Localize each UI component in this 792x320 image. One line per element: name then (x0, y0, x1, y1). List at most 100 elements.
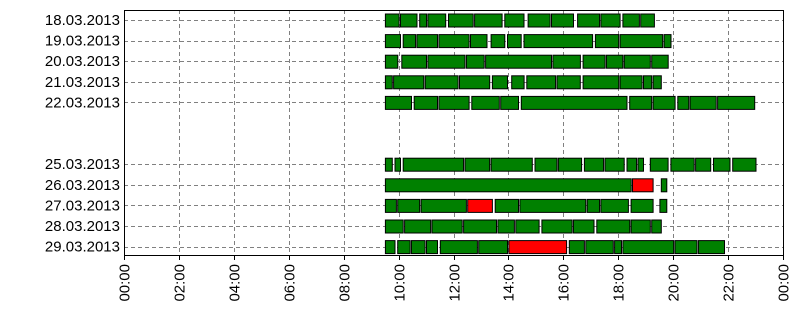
row-label: 28.03.2013 (45, 218, 120, 235)
activity-segment (594, 34, 620, 49)
row-label: 26.03.2013 (45, 177, 120, 194)
activity-segment (600, 13, 621, 28)
activity-segment (474, 13, 503, 28)
activity-segment (400, 13, 418, 28)
activity-segment (582, 75, 620, 90)
activity-segment (659, 198, 668, 213)
activity-segment (427, 54, 466, 69)
activity-segment (557, 157, 583, 172)
activity-segment (459, 75, 491, 90)
activity-segment (523, 34, 594, 49)
activity-segment (404, 219, 432, 234)
activity-segment (384, 157, 393, 172)
activity-segment (413, 95, 439, 110)
row-label: 18.03.2013 (45, 12, 120, 29)
activity-segment (526, 75, 557, 90)
activity-segment (577, 13, 601, 28)
activity-segment (439, 240, 478, 255)
activity-segment (397, 198, 421, 213)
x-tick-label: 02:00 (172, 264, 189, 302)
activity-segment (511, 75, 525, 90)
x-tick-label: 12:00 (447, 264, 464, 302)
row-label: 19.03.2013 (45, 33, 120, 50)
activity-segment (402, 34, 417, 49)
x-tick-label: 22:00 (721, 264, 738, 302)
activity-segment (420, 198, 467, 213)
activity-segment (384, 34, 401, 49)
activity-segment (465, 54, 485, 69)
x-tick-label: 14:00 (501, 264, 518, 302)
activity-segment (520, 95, 628, 110)
activity-segment (485, 54, 553, 69)
activity-segment (651, 54, 669, 69)
activity-segment (604, 157, 625, 172)
activity-segment (552, 54, 581, 69)
activity-segment (427, 13, 447, 28)
activity-segment (663, 34, 672, 49)
activity-segment (491, 75, 508, 90)
activity-segment (649, 157, 669, 172)
activity-segment (695, 157, 712, 172)
activity-segment (622, 240, 675, 255)
row-label: 27.03.2013 (45, 197, 120, 214)
activity-segment (504, 13, 525, 28)
activity-segment (397, 240, 411, 255)
activity-segment (500, 95, 520, 110)
activity-segment (448, 13, 474, 28)
activity-segment (713, 157, 731, 172)
activity-segment (622, 13, 640, 28)
activity-segment (515, 219, 540, 234)
activity-segment (670, 157, 695, 172)
row-label: 29.03.2013 (45, 239, 120, 256)
activity-segment (596, 219, 631, 234)
activity-segment (426, 240, 438, 255)
activity-segment (660, 178, 668, 193)
activity-segment (541, 219, 573, 234)
activity-segment (582, 54, 606, 69)
activity-segment (586, 198, 601, 213)
activity-segment (643, 75, 653, 90)
activity-segment (384, 54, 399, 69)
x-tick-label: 16:00 (556, 264, 573, 302)
row-label: 20.03.2013 (45, 53, 120, 70)
activity-segment (494, 198, 520, 213)
activity-segment (419, 13, 428, 28)
activity-segment (519, 198, 587, 213)
activity-segment (534, 157, 558, 172)
x-tick-label: 10:00 (392, 264, 409, 302)
activity-segment (527, 13, 551, 28)
activity-segment (556, 75, 581, 90)
activity-segment (416, 34, 438, 49)
activity-segment (619, 75, 643, 90)
activity-segment (471, 95, 500, 110)
x-tick-label: 04:00 (227, 264, 244, 302)
activity-segment (393, 75, 425, 90)
activity-segment (384, 219, 404, 234)
activity-segment (600, 198, 629, 213)
activity-segment (464, 157, 491, 172)
activity-segment (637, 157, 644, 172)
activity-segment (689, 95, 717, 110)
x-tick-label: 20:00 (666, 264, 683, 302)
activity-segment (651, 219, 662, 234)
alert-segment (632, 178, 654, 193)
alert-segment (467, 198, 493, 213)
alert-segment (508, 240, 568, 255)
activity-segment (490, 34, 506, 49)
activity-segment (630, 198, 654, 213)
activity-segment (463, 219, 498, 234)
activity-segment (717, 95, 756, 110)
activity-segment (619, 34, 664, 49)
activity-segment (401, 54, 427, 69)
activity-segment (697, 240, 726, 255)
activity-segment (497, 219, 515, 234)
activity-segment (652, 75, 662, 90)
activity-segment (424, 75, 459, 90)
activity-segment (629, 95, 653, 110)
activity-segment (384, 95, 412, 110)
activity-segment (470, 34, 488, 49)
activity-segment (585, 240, 614, 255)
x-tick-label: 18:00 (611, 264, 628, 302)
x-axis: 00:00 02:00 04:00 06:00 08:00 10:00 12:00 14:00… (117, 10, 792, 302)
